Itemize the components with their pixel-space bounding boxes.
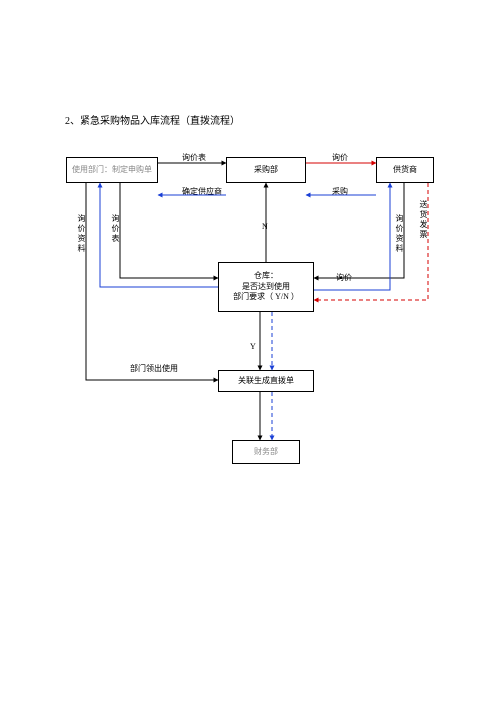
page-title: 2、紧急采购物品入库流程（直拨流程） <box>65 115 245 129</box>
edge-e_left_black_q <box>120 183 218 278</box>
label-top1: 询价表 <box>182 152 206 163</box>
label-top2: 询价 <box>332 152 348 163</box>
page: 2、紧急采购物品入库流程（直拨流程） 使用部门：制定申购单 采购部 供货商 仓库… <box>0 0 500 707</box>
label-xj: 询价 <box>336 272 352 283</box>
node-warehouse-label: 仓库： 是否达到使用 部门要求（ Y/N ） <box>233 271 299 302</box>
node-purchasing-label: 采购部 <box>254 165 278 175</box>
edges-layer <box>0 0 500 707</box>
edge-e_right_black <box>314 183 404 278</box>
label-N: N <box>262 222 268 231</box>
label-right-v1: 询价资料 <box>394 214 405 254</box>
label-mid2: 采购 <box>332 186 348 197</box>
node-supplier-label: 供货商 <box>393 165 417 175</box>
node-dept: 使用部门：制定申购单 <box>66 157 158 183</box>
label-use: 部门领出使用 <box>130 363 178 374</box>
node-associate: 关联生成直拨单 <box>218 370 314 392</box>
node-dept-label: 使用部门：制定申购单 <box>72 165 152 175</box>
label-left-v1: 询价资料 <box>76 214 87 254</box>
node-associate-label: 关联生成直拨单 <box>238 376 294 386</box>
edge-e_right_blue <box>314 183 390 290</box>
node-warehouse: 仓库： 是否达到使用 部门要求（ Y/N ） <box>218 262 314 312</box>
node-finance: 财务部 <box>232 440 300 464</box>
label-mid1: 确定供应商 <box>182 186 222 197</box>
node-purchasing: 采购部 <box>226 157 306 183</box>
label-right-v2: 送货发票 <box>418 200 429 240</box>
edge-e_left_black_down <box>86 183 218 380</box>
label-left-v2: 询价表 <box>110 214 121 244</box>
label-Y: Y <box>250 342 256 351</box>
edge-e_right_red_dash <box>314 183 428 300</box>
node-supplier: 供货商 <box>376 157 434 183</box>
node-finance-label: 财务部 <box>254 447 278 457</box>
